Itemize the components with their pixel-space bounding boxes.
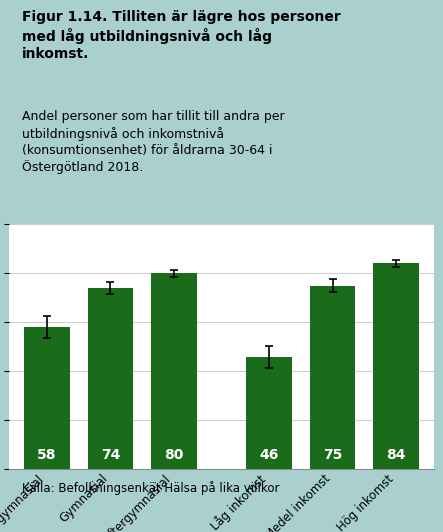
Text: 75: 75	[323, 448, 342, 462]
Text: 74: 74	[101, 448, 120, 462]
Text: Källa: Befolkningsenkät Hälsa på lika villkor: Källa: Befolkningsenkät Hälsa på lika vi…	[22, 481, 279, 495]
Bar	[246, 356, 292, 469]
Text: 84: 84	[386, 448, 406, 462]
Bar	[151, 273, 197, 469]
Text: 58: 58	[37, 448, 57, 462]
Text: 46: 46	[260, 448, 279, 462]
Bar	[310, 286, 355, 469]
Text: 80: 80	[164, 448, 183, 462]
Text: Figur 1.14. Tilliten är lägre hos personer
med låg utbildningsnivå och låg
inkom: Figur 1.14. Tilliten är lägre hos person…	[22, 10, 340, 61]
Text: Andel personer som har tillit till andra per
utbildningsnivå och inkomstnivå
(ko: Andel personer som har tillit till andra…	[22, 111, 284, 174]
Bar	[24, 327, 70, 469]
Bar	[88, 288, 133, 469]
Bar	[373, 263, 419, 469]
